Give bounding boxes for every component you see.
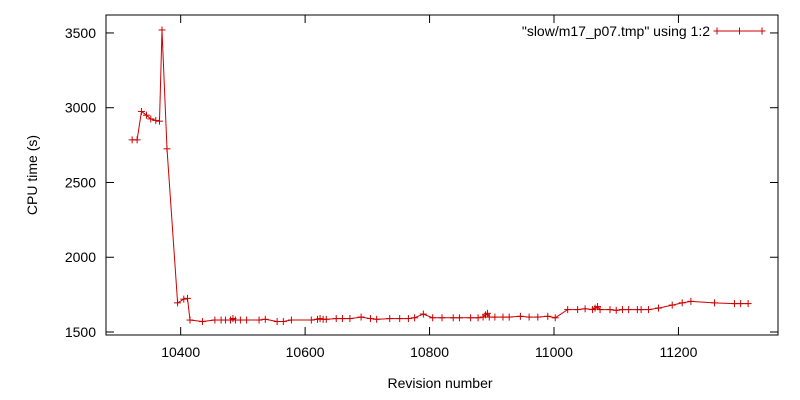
axis-ticks: 10400 10600 10800 11000 11200 1500 2000 2500 300… — [65, 15, 778, 360]
data-point-marker — [711, 299, 719, 307]
legend-plus-marker — [713, 27, 721, 35]
data-point-marker — [338, 315, 346, 323]
data-point-marker — [142, 111, 150, 119]
data-point-marker — [744, 300, 752, 308]
data-point-marker — [404, 315, 412, 323]
series-layer — [128, 26, 752, 326]
data-point-marker — [137, 107, 145, 115]
y-tick-label: 3500 — [65, 25, 96, 41]
series-line — [132, 29, 749, 323]
legend-plus-marker — [758, 27, 766, 35]
legend-label: "slow/m17_p07.tmp" using 1:2 — [522, 23, 710, 39]
data-point-marker — [419, 310, 427, 318]
data-point-marker — [174, 299, 182, 307]
data-point-marker — [438, 314, 446, 322]
data-point-marker — [499, 313, 507, 321]
data-point-marker — [730, 300, 738, 308]
y-tick-label: 3000 — [65, 100, 96, 116]
data-point-marker — [596, 306, 604, 314]
data-point-marker — [346, 315, 354, 323]
y-tick-label: 2500 — [65, 174, 96, 190]
x-axis-title: Revision number — [387, 375, 492, 391]
data-point-marker — [255, 316, 263, 324]
data-point-marker — [467, 314, 475, 322]
data-point-marker — [156, 117, 164, 125]
data-point-marker — [366, 315, 374, 323]
data-point-marker — [180, 295, 188, 303]
x-tick-label: 11000 — [535, 344, 573, 360]
data-point-marker — [373, 315, 381, 323]
y-tick-label: 1500 — [65, 324, 96, 340]
x-tick-label: 10600 — [286, 344, 325, 360]
data-point-marker — [474, 314, 482, 322]
data-point-marker — [612, 306, 620, 314]
data-point-marker — [261, 315, 269, 323]
data-point-marker — [133, 136, 141, 144]
data-point-marker — [211, 316, 219, 324]
data-point-marker — [544, 312, 552, 320]
data-point-marker — [184, 294, 192, 302]
data-point-marker — [564, 306, 572, 314]
data-point-marker — [273, 318, 281, 326]
data-point-marker — [655, 304, 663, 312]
data-point-marker — [678, 299, 686, 307]
data-point-marker — [158, 26, 166, 34]
legend: "slow/m17_p07.tmp" using 1:2 — [522, 23, 766, 39]
legend-plus-marker — [736, 27, 743, 35]
x-tick-label: 10800 — [410, 344, 449, 360]
x-tick-label: 11200 — [659, 344, 697, 360]
data-point-marker — [287, 316, 295, 324]
data-point-marker — [483, 309, 491, 317]
data-point-marker — [606, 306, 614, 314]
data-point-marker — [525, 313, 533, 321]
data-point-marker — [687, 297, 695, 305]
data-point-marker — [455, 314, 463, 322]
data-point-marker — [668, 301, 676, 309]
data-point-marker — [322, 315, 330, 323]
data-point-marker — [152, 116, 160, 124]
data-point-marker — [147, 115, 155, 123]
data-point-marker — [411, 314, 419, 322]
data-point-marker — [516, 312, 524, 320]
data-point-marker — [505, 313, 513, 321]
data-point-marker — [429, 314, 437, 322]
data-point-marker — [163, 145, 171, 153]
data-point-marker — [396, 315, 404, 323]
data-point-marker — [449, 314, 457, 322]
data-point-marker — [534, 313, 542, 321]
data-point-marker — [618, 306, 626, 314]
data-point-marker — [551, 314, 559, 322]
data-point-marker — [316, 315, 324, 323]
plot-frame — [105, 14, 779, 336]
data-point-marker — [332, 315, 340, 323]
y-axis-title: CPU time (s) — [24, 135, 40, 215]
data-point-marker — [279, 318, 287, 326]
data-point-marker — [236, 316, 244, 324]
data-point-marker — [357, 313, 365, 321]
data-point-marker — [186, 316, 194, 324]
data-point-marker — [198, 318, 206, 326]
y-tick-label: 2000 — [65, 249, 96, 265]
data-point-marker — [645, 306, 653, 314]
legend-marker — [713, 27, 766, 35]
data-point-marker — [386, 315, 394, 323]
data-point-marker — [307, 316, 315, 324]
data-point-marker — [574, 306, 582, 314]
data-point-marker — [737, 300, 745, 308]
data-point-marker — [625, 306, 633, 314]
data-point-marker — [243, 316, 251, 324]
x-tick-label: 10400 — [161, 344, 200, 360]
data-point-marker — [491, 313, 499, 321]
data-point-marker — [637, 306, 645, 314]
data-point-marker — [581, 305, 589, 313]
